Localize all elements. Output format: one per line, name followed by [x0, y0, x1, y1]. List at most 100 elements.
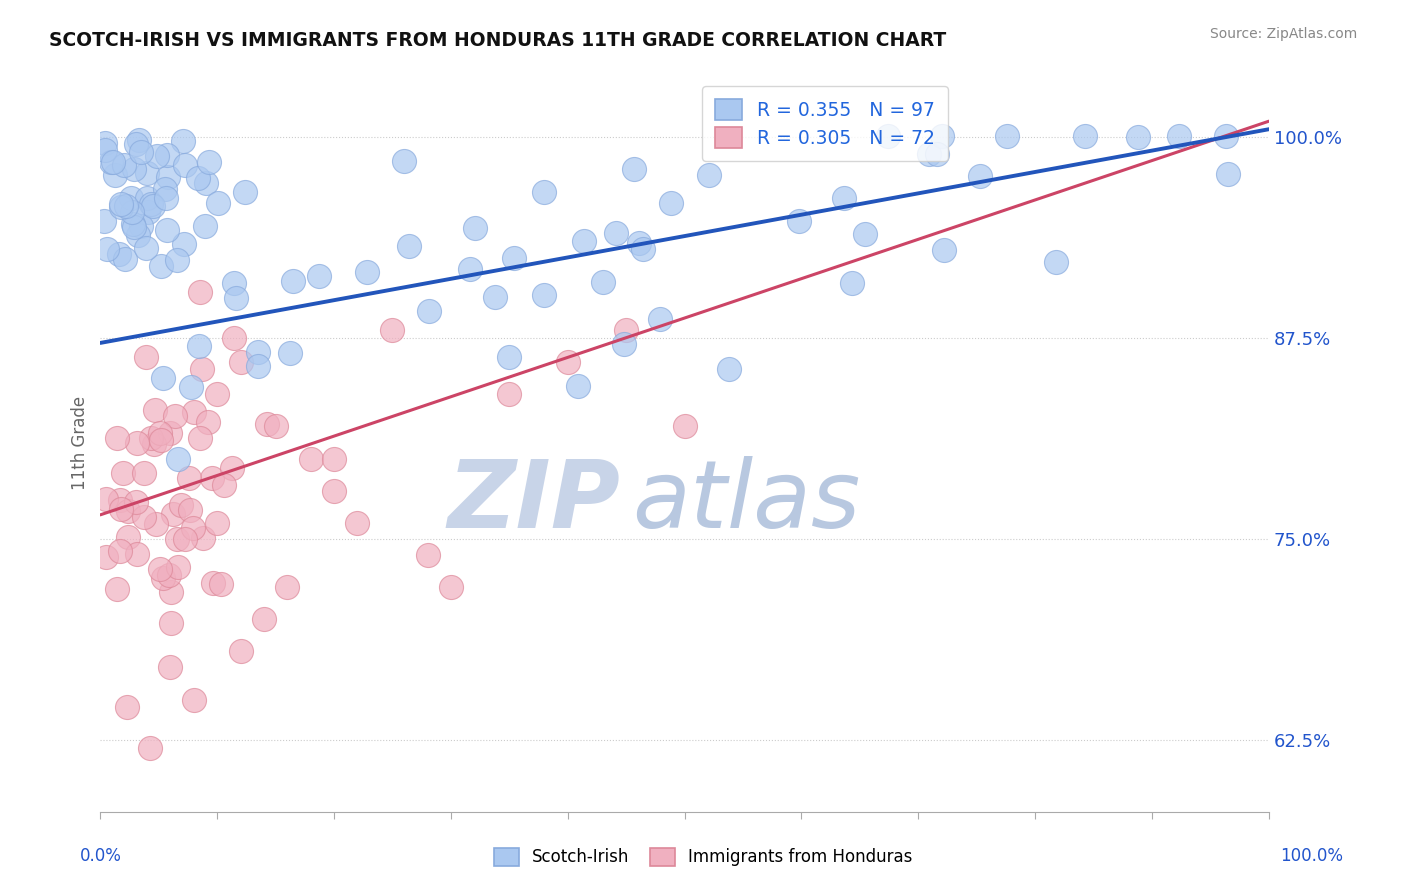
Point [207, 195, 229, 210]
Point [152, 371, 174, 385]
Point [659, 195, 682, 210]
Point [194, 219, 217, 233]
Point [159, 425, 181, 440]
Point [193, 532, 215, 546]
Point [141, 198, 163, 212]
Point [197, 415, 219, 429]
Point [110, 201, 132, 215]
Point [927, 147, 949, 161]
Point [592, 275, 614, 289]
Point [195, 176, 218, 190]
Point [127, 228, 149, 243]
Point [394, 153, 416, 168]
Point [145, 517, 167, 532]
Point [229, 644, 252, 658]
Point [122, 219, 145, 234]
Point [135, 350, 157, 364]
Point [308, 268, 330, 283]
Point [177, 471, 200, 485]
Point [96, 550, 118, 565]
Point [1045, 255, 1067, 269]
Point [132, 509, 155, 524]
Point [136, 190, 159, 204]
Point [233, 186, 256, 200]
Point [299, 451, 322, 466]
Point [212, 478, 235, 492]
Point [173, 158, 195, 172]
Point [181, 521, 204, 535]
Point [995, 128, 1018, 143]
Point [188, 285, 211, 300]
Point [136, 166, 159, 180]
Point [121, 204, 143, 219]
Point [346, 516, 368, 530]
Point [122, 162, 145, 177]
Point [183, 405, 205, 419]
Point [156, 223, 179, 237]
Point [614, 323, 637, 337]
Point [132, 466, 155, 480]
Point [183, 692, 205, 706]
Point [533, 288, 555, 302]
Point [841, 276, 863, 290]
Point [173, 237, 195, 252]
Point [108, 493, 131, 508]
Legend: Scotch-Irish, Immigrants from Honduras: Scotch-Irish, Immigrants from Honduras [486, 841, 920, 873]
Point [323, 451, 346, 466]
Point [418, 304, 440, 318]
Point [143, 437, 166, 451]
Point [464, 221, 486, 235]
Point [162, 507, 184, 521]
Point [256, 417, 278, 432]
Point [246, 344, 269, 359]
Point [503, 251, 526, 265]
Point [631, 242, 654, 256]
Point [934, 243, 956, 257]
Point [160, 584, 183, 599]
Point [155, 191, 177, 205]
Point [1218, 167, 1240, 181]
Point [103, 155, 125, 169]
Point [172, 135, 194, 149]
Point [115, 699, 138, 714]
Point [93, 214, 115, 228]
Point [159, 616, 181, 631]
Text: 100.0%: 100.0% [1279, 847, 1343, 865]
Point [673, 419, 696, 434]
Point [381, 323, 404, 337]
Point [253, 612, 276, 626]
Point [222, 276, 245, 290]
Point [167, 451, 190, 466]
Point [110, 197, 132, 211]
Point [104, 168, 127, 182]
Point [198, 154, 221, 169]
Point [173, 532, 195, 546]
Point [167, 559, 190, 574]
Point [112, 157, 135, 171]
Text: atlas: atlas [633, 456, 860, 547]
Point [416, 548, 439, 562]
Point [145, 149, 167, 163]
Point [157, 169, 180, 184]
Point [605, 227, 627, 241]
Point [918, 147, 941, 161]
Point [117, 503, 139, 517]
Point [246, 359, 269, 373]
Point [141, 197, 163, 211]
Text: 0.0%: 0.0% [80, 847, 122, 865]
Point [209, 577, 232, 591]
Point [166, 532, 188, 546]
Point [110, 502, 132, 516]
Point [1128, 130, 1150, 145]
Point [533, 185, 555, 199]
Point [717, 362, 740, 376]
Point [114, 252, 136, 266]
Point [96, 242, 118, 256]
Point [105, 431, 128, 445]
Y-axis label: 11th Grade: 11th Grade [72, 395, 89, 490]
Point [627, 235, 650, 250]
Point [458, 262, 481, 277]
Point [155, 148, 177, 162]
Point [613, 336, 636, 351]
Point [567, 379, 589, 393]
